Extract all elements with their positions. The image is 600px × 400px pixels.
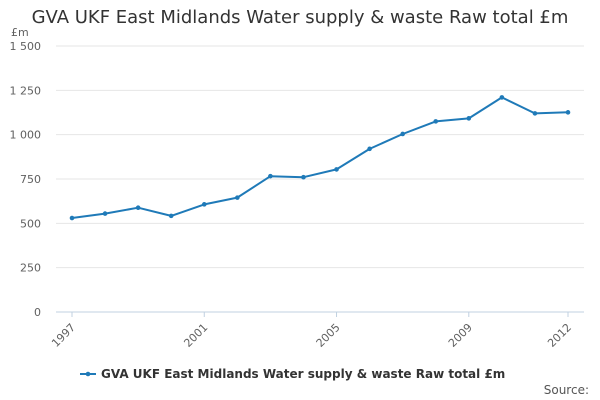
data-point[interactable] [268, 173, 273, 179]
data-point[interactable] [433, 119, 439, 124]
x-tick-label: 2012 [545, 321, 574, 350]
x-tick-label: 2009 [446, 321, 475, 350]
x-tick-label: 1997 [49, 321, 78, 350]
data-point[interactable] [499, 95, 505, 100]
y-tick-label: 250 [20, 262, 41, 275]
data-point[interactable] [466, 116, 472, 121]
data-point[interactable] [532, 111, 538, 116]
legend: GVA UKF East Midlands Water supply & was… [80, 367, 589, 397]
y-tick-label: 500 [20, 217, 41, 230]
grid-lines [56, 45, 584, 269]
data-point[interactable] [301, 174, 306, 180]
data-point[interactable] [102, 211, 108, 216]
y-tick-label: 750 [20, 173, 41, 186]
data-point[interactable] [334, 167, 339, 172]
legend-label[interactable]: GVA UKF East Midlands Water supply & was… [101, 367, 505, 381]
series-layer [69, 95, 571, 221]
source-label: Source: [544, 383, 589, 397]
data-point[interactable] [168, 213, 174, 219]
y-tick-label: 1 500 [10, 40, 42, 53]
series-line [71, 96, 569, 219]
axes: 0 250 500 750 1 000 1 250 1 500£m 1997 2001 2005 2… [10, 26, 584, 350]
chart-title: GVA UKF East Midlands Water supply & was… [31, 7, 569, 28]
x-tick-label: 2005 [314, 321, 343, 350]
x-tick-label: 2001 [181, 321, 210, 350]
data-point[interactable] [69, 215, 75, 221]
y-tick-label: 0 [34, 306, 41, 319]
data-point[interactable] [135, 205, 141, 211]
data-point[interactable] [367, 146, 372, 152]
data-point[interactable] [235, 195, 240, 200]
y-axis-unit-label: £m [11, 26, 29, 39]
y-tick-label: 1 250 [10, 84, 42, 97]
data-point[interactable] [201, 202, 207, 207]
data-point[interactable] [565, 110, 571, 115]
legend-marker [85, 371, 91, 377]
data-point[interactable] [400, 131, 405, 137]
y-tick-label: 1 000 [10, 129, 42, 142]
